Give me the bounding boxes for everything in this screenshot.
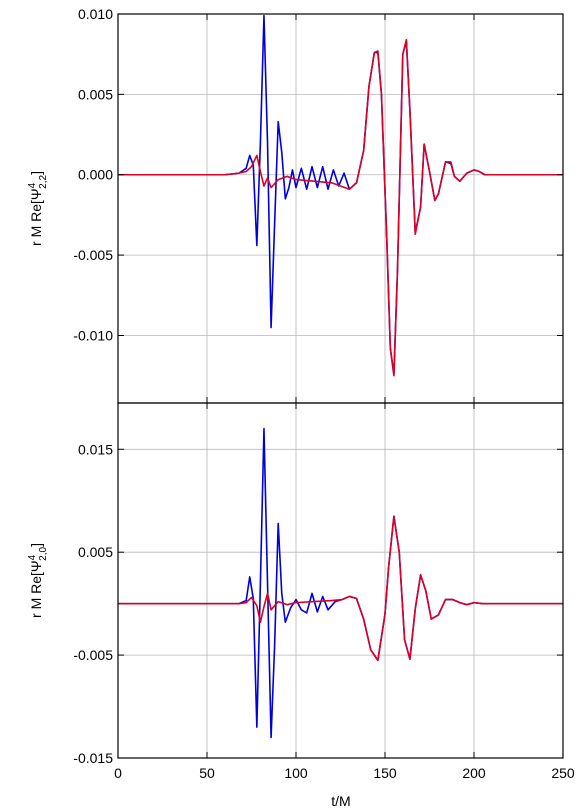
plot-frame <box>117 13 564 404</box>
y-tick-label: 0.005 <box>78 544 113 560</box>
top-panel: 0.010 0.005 0.000 -0.005 -0.010 r M Re[Ψ42,2] <box>27 6 564 404</box>
series-line-red <box>118 38 563 377</box>
y-axis-label: r M Re[Ψ42,0] <box>27 543 49 618</box>
x-tick-label: 100 <box>284 765 308 781</box>
y-tick-label: -0.010 <box>73 327 113 343</box>
series-line-blue <box>118 427 563 739</box>
x-tick-label: 0 <box>114 765 122 781</box>
y-tick-label: 0.015 <box>78 441 113 457</box>
y-tick-label: -0.015 <box>73 750 113 766</box>
x-tick-label: 250 <box>551 765 575 781</box>
x-tick-label: 200 <box>462 765 486 781</box>
y-axis-label: r M Re[Ψ42,2] <box>27 171 49 246</box>
y-tick-label: 0.000 <box>78 167 113 183</box>
series-line-red <box>118 515 563 662</box>
x-axis-label: t/M <box>331 793 350 809</box>
y-tick-label: 0.005 <box>78 86 113 102</box>
y-tick-label: 0.010 <box>78 6 113 22</box>
y-tick-label: -0.005 <box>73 247 113 263</box>
plot-frame <box>117 402 564 759</box>
series-line-blue <box>118 14 563 375</box>
y-tick-label: -0.005 <box>73 647 113 663</box>
x-tick-label: 50 <box>199 765 215 781</box>
x-tick-label: 150 <box>373 765 397 781</box>
